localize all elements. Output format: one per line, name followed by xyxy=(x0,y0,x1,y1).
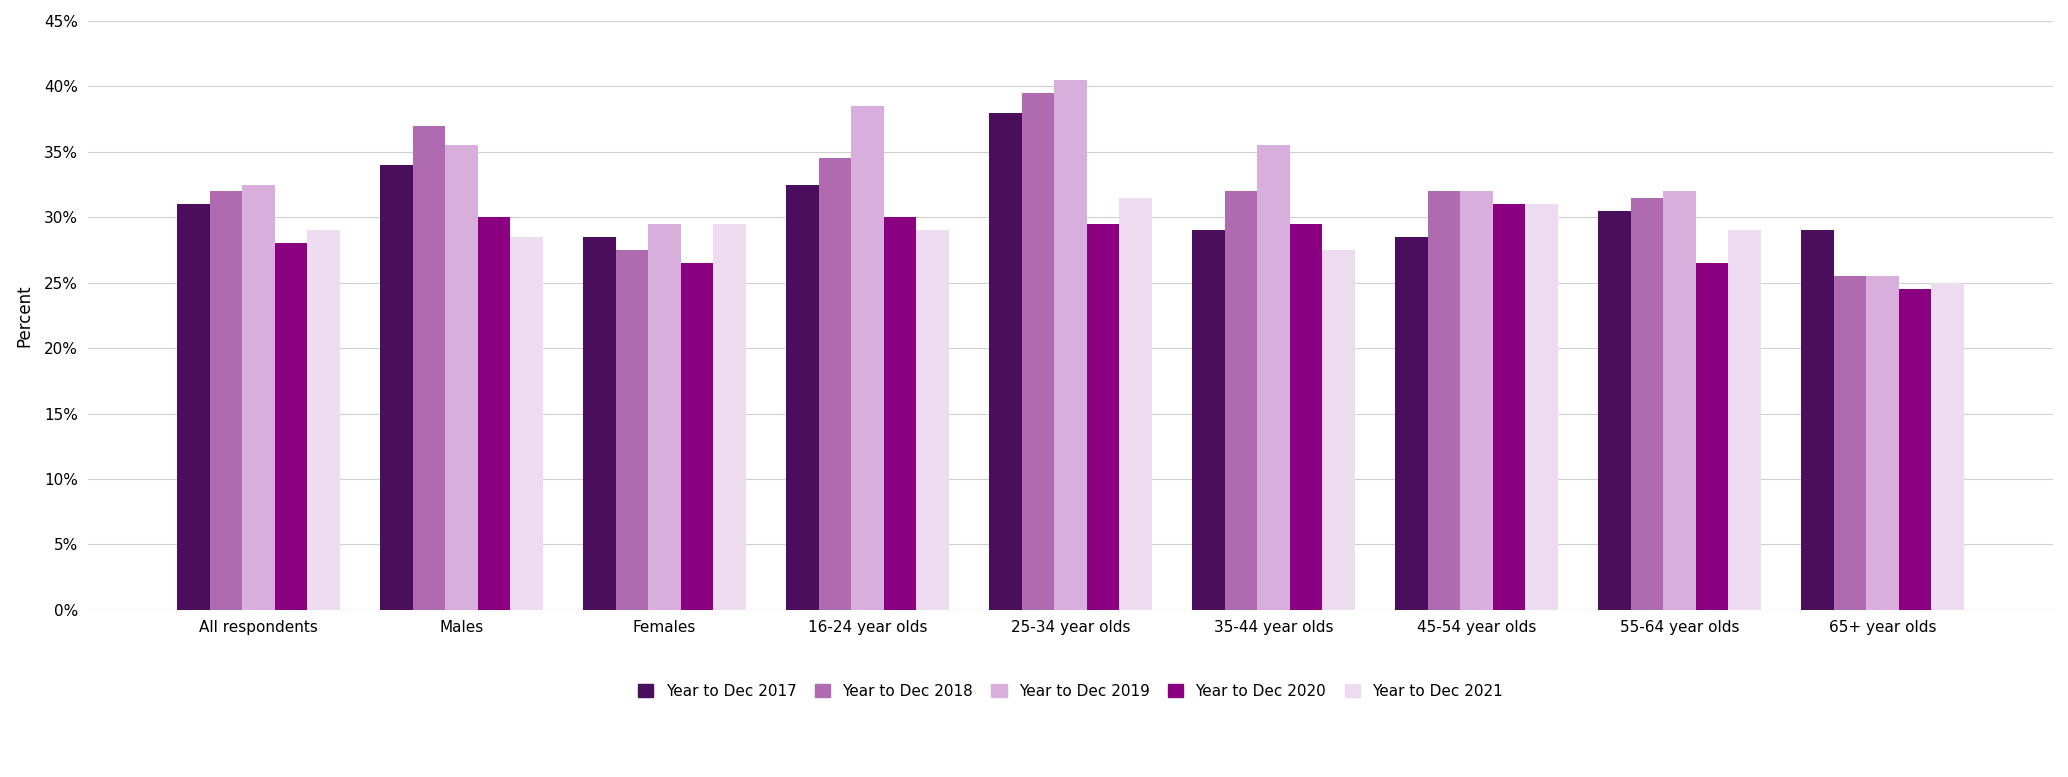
Bar xyxy=(647,224,680,610)
Bar xyxy=(1526,204,1557,610)
Bar xyxy=(1257,145,1290,610)
Bar xyxy=(306,230,339,610)
Bar xyxy=(616,250,647,610)
Bar xyxy=(819,159,852,610)
Bar xyxy=(1932,283,1965,610)
Bar xyxy=(1663,191,1696,610)
Bar xyxy=(1193,230,1224,610)
Bar xyxy=(414,126,445,610)
Bar xyxy=(680,263,713,610)
Bar xyxy=(1022,93,1055,610)
Bar xyxy=(1696,263,1729,610)
Y-axis label: Percent: Percent xyxy=(14,284,33,347)
Bar xyxy=(1599,211,1632,610)
Bar xyxy=(178,204,209,610)
Bar xyxy=(242,185,275,610)
Legend: Year to Dec 2017, Year to Dec 2018, Year to Dec 2019, Year to Dec 2020, Year to : Year to Dec 2017, Year to Dec 2018, Year… xyxy=(631,677,1510,706)
Bar xyxy=(1427,191,1460,610)
Bar xyxy=(883,218,916,610)
Bar xyxy=(275,243,306,610)
Bar xyxy=(1086,224,1119,610)
Bar xyxy=(1898,289,1932,610)
Bar xyxy=(1632,197,1663,610)
Bar xyxy=(1055,80,1086,610)
Bar xyxy=(1224,191,1257,610)
Bar xyxy=(209,191,242,610)
Bar xyxy=(1865,276,1898,610)
Bar xyxy=(511,237,542,610)
Bar xyxy=(1119,197,1152,610)
Bar xyxy=(1396,237,1427,610)
Bar xyxy=(445,145,478,610)
Bar xyxy=(583,237,616,610)
Bar xyxy=(1801,230,1834,610)
Bar xyxy=(852,106,883,610)
Bar xyxy=(381,165,414,610)
Bar xyxy=(786,185,819,610)
Bar xyxy=(478,218,511,610)
Bar xyxy=(989,113,1022,610)
Bar xyxy=(1729,230,1760,610)
Bar xyxy=(1321,250,1355,610)
Bar xyxy=(1460,191,1493,610)
Bar xyxy=(1290,224,1321,610)
Bar xyxy=(1834,276,1865,610)
Bar xyxy=(916,230,949,610)
Bar xyxy=(1493,204,1526,610)
Bar xyxy=(713,224,747,610)
